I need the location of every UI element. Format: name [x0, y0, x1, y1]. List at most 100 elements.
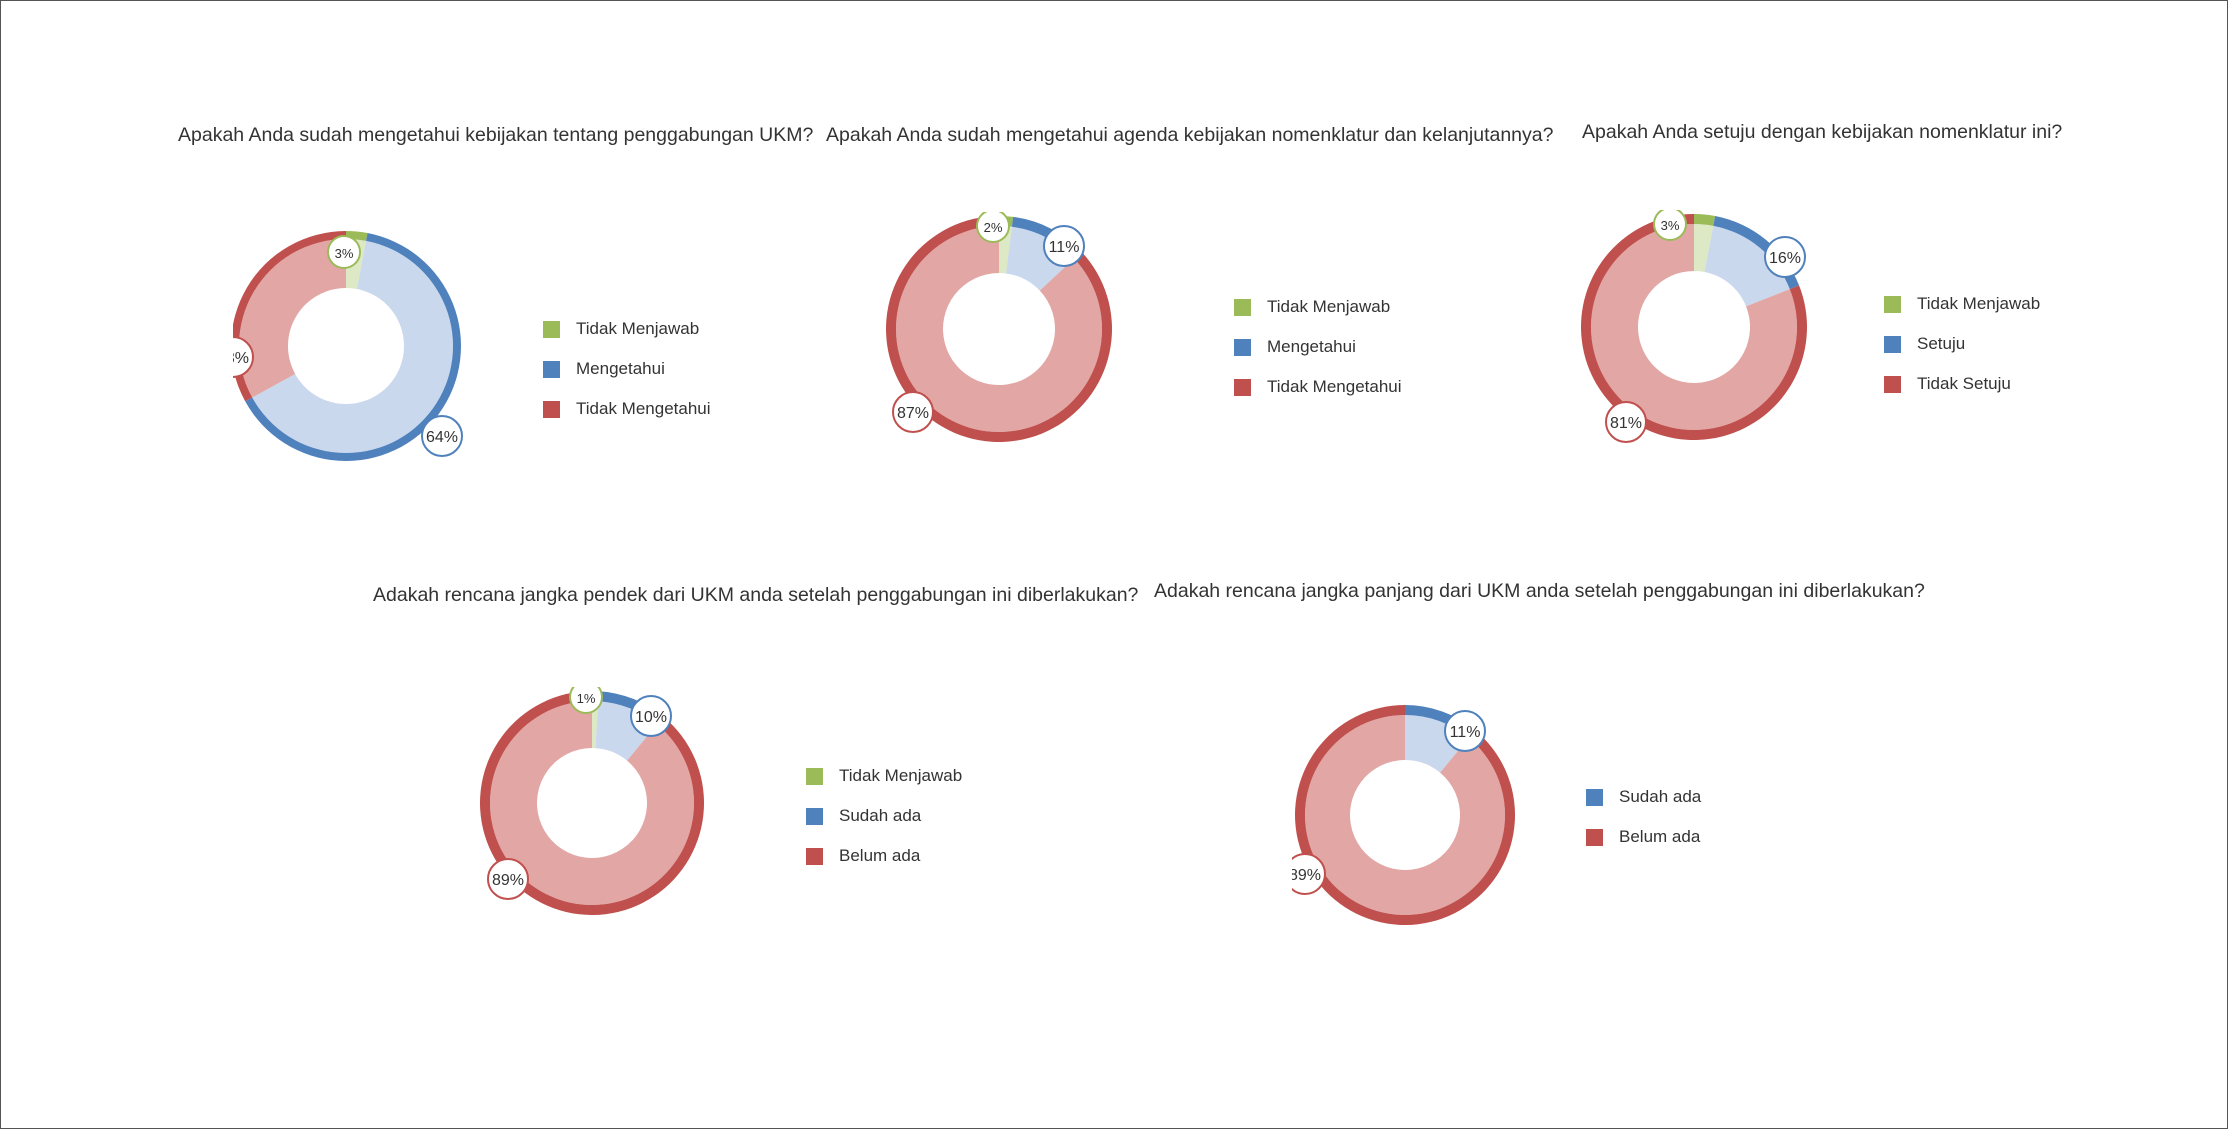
legend-label: Tidak Setuju	[1917, 374, 2011, 393]
chart-title: Apakah Anda sudah mengetahui agenda kebi…	[826, 124, 1554, 146]
chart-legend: Sudah ada Belum ada	[1586, 777, 1701, 857]
legend-swatch	[1234, 378, 1251, 396]
legend-item: Tidak Setuju	[1884, 364, 2040, 404]
legend-label: Sudah ada	[1619, 787, 1702, 806]
data-label-badge: 89%	[1292, 853, 1326, 895]
donut-chart: 3% 64% 33%	[233, 231, 463, 461]
data-label-badge: 64%	[421, 415, 463, 457]
slice-fill-setuju	[1704, 225, 1790, 307]
legend-swatch	[543, 400, 560, 418]
legend-item: Mengetahui	[1234, 327, 1402, 367]
legend-item: Sudah ada	[806, 796, 962, 836]
chart-title: Adakah rencana jangka pendek dari UKM an…	[373, 584, 1139, 606]
data-label-badge: 1%	[569, 687, 603, 714]
chart-legend: Tidak Menjawab Mengetahui Tidak Mengetahui	[1234, 287, 1402, 407]
chart-title: Apakah Anda sudah mengetahui kebijakan t…	[178, 124, 814, 146]
legend-label: Tidak Menjawab	[839, 766, 963, 785]
legend-swatch	[806, 767, 823, 785]
slice-fill-belum-ada	[1305, 715, 1505, 915]
chart-panel-agree-nomenclature: Apakah Anda setuju dengan kebijakan nome…	[1581, 121, 2202, 501]
slice-fill-tidak-mengetahui	[239, 239, 346, 398]
data-label: 3%	[1661, 218, 1680, 233]
slice-ring-setuju	[1713, 216, 1800, 290]
legend-label: Tidak Mengetahui	[576, 399, 711, 418]
legend-item: Tidak Menjawab	[806, 756, 962, 796]
chart-panel-long-term-plan: Adakah rencana jangka panjang dari UKM a…	[1154, 580, 1925, 930]
data-label-badge: 3%	[1653, 210, 1687, 241]
legend-swatch	[543, 360, 560, 378]
legend-item: Tidak Menjawab	[543, 309, 711, 349]
slice-ring-tidak-mengetahui	[233, 231, 346, 402]
slice-fill-tidak-menjawab	[592, 701, 599, 749]
chart-legend: Tidak Menjawab Sudah ada Belum ada	[806, 756, 962, 876]
legend-swatch	[806, 847, 823, 865]
legend-label: Setuju	[1917, 334, 1966, 353]
data-label: 11%	[1450, 724, 1481, 741]
slice-ring-tidak-menjawab	[1694, 214, 1716, 226]
legend-swatch	[1884, 335, 1901, 353]
data-label: 81%	[1610, 415, 1642, 432]
data-label-badge: 3%	[327, 235, 361, 269]
data-label-badge: 11%	[1444, 710, 1486, 752]
chart-title: Apakah Anda setuju dengan kebijakan nome…	[1582, 121, 2063, 143]
legend-item: Tidak Menjawab	[1234, 287, 1402, 327]
legend-swatch	[1884, 295, 1901, 313]
legend-swatch	[806, 807, 823, 825]
legend-label: Tidak Menjawab	[1917, 294, 2041, 313]
data-label: 2%	[984, 220, 1003, 235]
legend-label: Tidak Menjawab	[1267, 297, 1391, 316]
slice-fill-mengetahui	[252, 240, 453, 453]
chart-legend: Tidak Menjawab Setuju Tidak Setuju	[1884, 284, 2040, 404]
legend-label: Tidak Menjawab	[576, 319, 700, 338]
legend-item: Tidak Menjawab	[1884, 284, 2040, 324]
data-label-badge: 89%	[487, 858, 529, 900]
legend-item: Tidak Mengetahui	[543, 389, 711, 429]
chart-panel-knowledge-ukm-merger: Apakah Anda sudah mengetahui kebijakan t…	[178, 124, 818, 504]
data-label-badge: 33%	[233, 336, 254, 378]
data-label: 64%	[426, 429, 458, 446]
slice-fill-tidak-setuju	[1591, 224, 1797, 430]
data-label: 87%	[897, 405, 929, 422]
donut-chart: 1% 10% 89%	[480, 687, 704, 915]
legend-swatch	[1234, 338, 1251, 356]
data-label-badge: 11%	[1043, 225, 1085, 267]
data-label: 3%	[335, 246, 354, 261]
data-label-badge: 10%	[630, 695, 672, 737]
data-label-badge: 16%	[1764, 236, 1806, 278]
legend-item: Tidak Mengetahui	[1234, 367, 1402, 407]
chart-legend: Tidak Menjawab Mengetahui Tidak Mengetahui	[543, 309, 711, 429]
chart-title: Adakah rencana jangka panjang dari UKM a…	[1154, 580, 1925, 602]
legend-label: Sudah ada	[839, 806, 922, 825]
slice-fill-mengetahui	[1006, 226, 1075, 291]
slice-fill-belum-ada	[490, 701, 694, 905]
donut-chart: 2% 11% 87%	[886, 212, 1112, 442]
slice-fill-tidak-menjawab	[1694, 224, 1714, 272]
legend-item: Sudah ada	[1586, 777, 1701, 817]
legend-swatch	[543, 320, 560, 338]
legend-swatch	[1586, 788, 1603, 806]
legend-swatch	[1586, 828, 1603, 846]
data-label: 33%	[233, 350, 249, 367]
data-label: 89%	[1292, 867, 1321, 884]
donut-chart: 3% 16% 81%	[1581, 210, 1807, 443]
legend-item: Belum ada	[1586, 817, 1701, 857]
legend-item: Mengetahui	[543, 349, 711, 389]
data-label-badge: 81%	[1605, 401, 1647, 443]
legend-label: Belum ada	[839, 846, 921, 865]
legend-swatch	[1884, 375, 1901, 393]
legend-label: Belum ada	[1619, 827, 1701, 846]
chart-panel-short-term-plan: Adakah rencana jangka pendek dari UKM an…	[373, 584, 1139, 934]
data-label: 16%	[1769, 250, 1801, 267]
data-label: 89%	[492, 872, 524, 889]
legend-swatch	[1234, 298, 1251, 316]
legend-item: Belum ada	[806, 836, 962, 876]
legend-label: Tidak Mengetahui	[1267, 377, 1402, 396]
data-label-badge: 87%	[892, 391, 934, 433]
legend-label: Mengetahui	[1267, 337, 1356, 356]
slice-fill-tidak-mengetahui	[896, 226, 1102, 433]
data-label: 10%	[635, 709, 667, 726]
data-label: 11%	[1049, 239, 1080, 256]
legend-label: Mengetahui	[576, 359, 665, 378]
data-label-badge: 2%	[976, 212, 1010, 243]
donut-chart: 11% 89%	[1292, 705, 1515, 925]
